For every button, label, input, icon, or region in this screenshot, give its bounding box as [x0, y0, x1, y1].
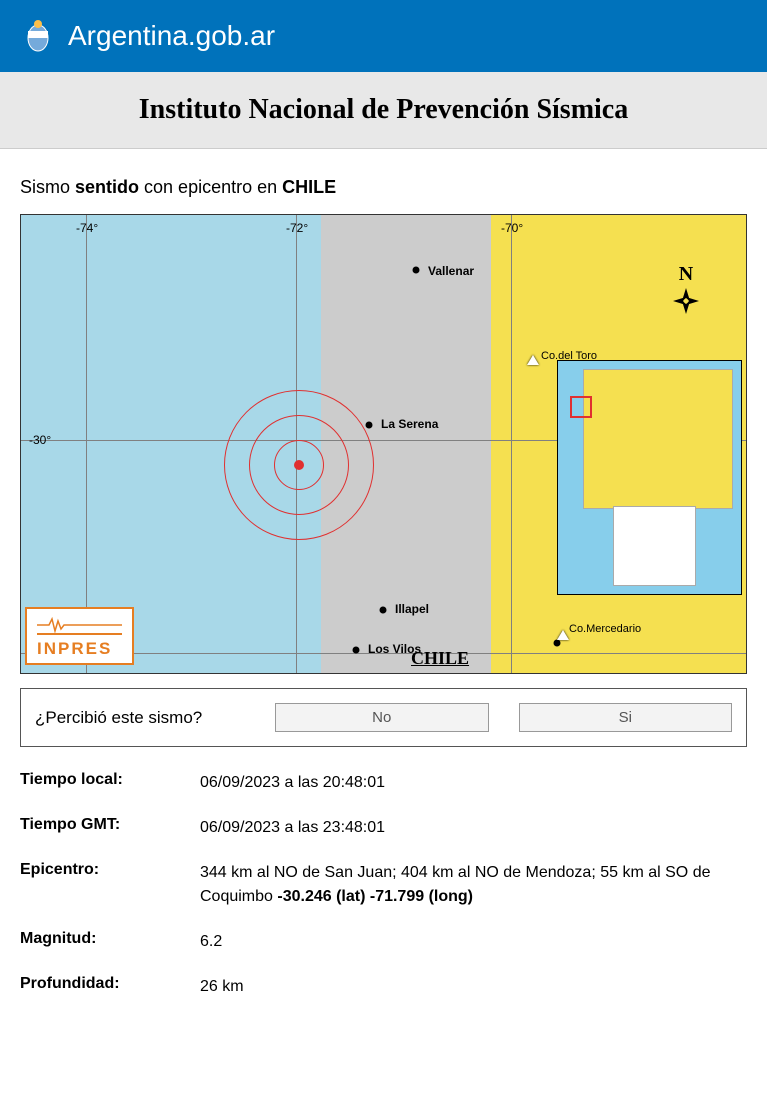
- detail-label: Profundidad:: [20, 975, 200, 998]
- city-label: Vallenar: [428, 264, 474, 278]
- intro-felt: sentido: [75, 177, 139, 197]
- detail-value: 26 km: [200, 975, 747, 998]
- detail-row: Magnitud: 6.2: [20, 930, 747, 953]
- gridline: [511, 215, 512, 673]
- site-header: Argentina.gob.ar: [0, 0, 767, 72]
- inpres-text: INPRES: [37, 639, 122, 659]
- detail-value: 06/09/2023 a las 23:48:01: [200, 816, 747, 839]
- detail-label: Magnitud:: [20, 930, 200, 953]
- epi-dot: [294, 460, 304, 470]
- inpres-logo: INPRES: [25, 607, 134, 665]
- site-name: Argentina.gob.ar: [68, 20, 275, 52]
- chile-country-label: CHILE: [411, 648, 469, 669]
- detail-row: Profundidad: 26 km: [20, 975, 747, 998]
- detail-label: Tiempo local:: [20, 771, 200, 794]
- inset-land2: [613, 506, 696, 586]
- compass-icon: N: [671, 263, 701, 322]
- seismic-map: -74° -72° -70° -30° -32° Vallenar La Ser…: [20, 214, 747, 674]
- detail-label: Tiempo GMT:: [20, 816, 200, 839]
- answer-yes-button[interactable]: Si: [519, 703, 733, 732]
- question-text: ¿Percibió este sismo?: [35, 708, 245, 728]
- city-dot: [554, 640, 561, 647]
- lat-label: -30°: [29, 433, 51, 447]
- inset-map: [557, 360, 742, 595]
- intro-mid: con epicentro en: [139, 177, 282, 197]
- city-dot: [380, 607, 387, 614]
- city-dot: [366, 422, 373, 429]
- triangle-icon: [527, 355, 539, 365]
- detail-value: 6.2: [200, 930, 747, 953]
- argentina-shield-icon: [20, 18, 56, 54]
- intro-country: CHILE: [282, 177, 336, 197]
- detail-value: 344 km al NO de San Juan; 404 km al NO d…: [200, 861, 747, 907]
- detail-label: Epicentro:: [20, 861, 200, 907]
- place-label: Co.Mercedario: [569, 623, 641, 635]
- city-label: La Serena: [381, 417, 438, 431]
- detail-row: Tiempo GMT: 06/09/2023 a las 23:48:01: [20, 816, 747, 839]
- lon-label: -72°: [286, 221, 308, 235]
- lon-label: -70°: [501, 221, 523, 235]
- triangle-icon: [557, 630, 569, 640]
- intro-text: Sismo sentido con epicentro en CHILE: [0, 149, 767, 214]
- lon-label: -74°: [76, 221, 98, 235]
- institute-name: Instituto Nacional de Prevención Sísmica: [20, 94, 747, 126]
- answer-no-button[interactable]: No: [275, 703, 489, 732]
- city-label: Illapel: [395, 602, 429, 616]
- intro-prefix: Sismo: [20, 177, 75, 197]
- city-dot: [413, 267, 420, 274]
- detail-row: Tiempo local: 06/09/2023 a las 20:48:01: [20, 771, 747, 794]
- detail-value: 06/09/2023 a las 20:48:01: [200, 771, 747, 794]
- perception-question: ¿Percibió este sismo? No Si: [20, 688, 747, 747]
- details-table: Tiempo local: 06/09/2023 a las 20:48:01 …: [0, 747, 767, 1040]
- institute-bar: Instituto Nacional de Prevención Sísmica: [0, 72, 767, 149]
- city-dot: [353, 647, 360, 654]
- compass-n: N: [671, 263, 701, 286]
- gridline: [86, 215, 87, 673]
- inpres-wave-icon: [37, 617, 122, 635]
- inset-region-rect: [570, 396, 592, 418]
- detail-row: Epicentro: 344 km al NO de San Juan; 404…: [20, 861, 747, 907]
- inset-land: [583, 369, 733, 509]
